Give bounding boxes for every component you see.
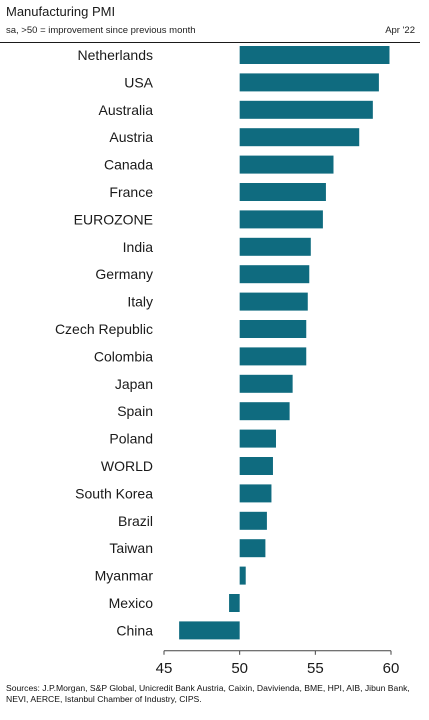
category-label: EUROZONE: [74, 211, 153, 227]
bar: [239, 265, 310, 284]
category-label: Germany: [95, 266, 153, 282]
bar: [239, 128, 360, 147]
chart-title: Manufacturing PMI: [6, 4, 116, 19]
bar: [239, 539, 266, 558]
bar: [239, 429, 276, 448]
category-label: India: [123, 239, 154, 255]
category-label: Japan: [115, 376, 153, 392]
x-tick-label: 50: [231, 660, 248, 677]
bar: [239, 210, 323, 229]
category-label: USA: [124, 74, 153, 90]
bar: [239, 46, 390, 64]
bar: [239, 347, 307, 366]
x-tick-label: 45: [156, 660, 173, 677]
category-label: WORLD: [101, 458, 153, 474]
bar: [239, 402, 290, 421]
category-label: Mexico: [109, 595, 154, 611]
category-label: Taiwan: [109, 540, 153, 556]
category-label: Austria: [109, 129, 153, 145]
bar: [239, 484, 272, 503]
category-label: Myanmar: [95, 568, 154, 584]
bar: [239, 566, 246, 585]
bar: [179, 621, 240, 640]
category-label: China: [116, 622, 153, 638]
category-label: Italy: [127, 294, 153, 310]
bar: [239, 73, 379, 92]
category-label: Brazil: [118, 513, 153, 529]
category-label: Australia: [99, 102, 154, 118]
chart-period: Apr '22: [385, 25, 415, 36]
source-note: Sources: J.P.Morgan, S&P Global, Unicred…: [6, 683, 410, 704]
category-label: Poland: [109, 431, 153, 447]
bar: [239, 237, 311, 256]
bar: [239, 511, 267, 530]
category-label: Canada: [104, 157, 153, 173]
category-label: South Korea: [75, 485, 153, 501]
bar: [229, 594, 240, 612]
bar: [239, 320, 307, 338]
x-tick-label: 60: [383, 660, 400, 677]
x-tick-label: 55: [307, 660, 324, 677]
bar: [239, 457, 273, 475]
category-label: Netherlands: [78, 47, 154, 63]
category-label: Spain: [117, 403, 153, 419]
bar: [239, 292, 308, 311]
category-label: Czech Republic: [55, 321, 153, 337]
category-label: Colombia: [94, 348, 153, 364]
bar: [239, 374, 293, 393]
category-label: France: [109, 184, 153, 200]
chart-subtitle: sa, >50 = improvement since previous mon…: [6, 25, 196, 36]
bar: [239, 183, 326, 201]
bar: [239, 100, 373, 119]
header-rule: [0, 42, 420, 43]
bar: [239, 155, 334, 174]
bar-chart: Netherlands USA Australia Austria Canada Fran…: [55, 46, 400, 677]
